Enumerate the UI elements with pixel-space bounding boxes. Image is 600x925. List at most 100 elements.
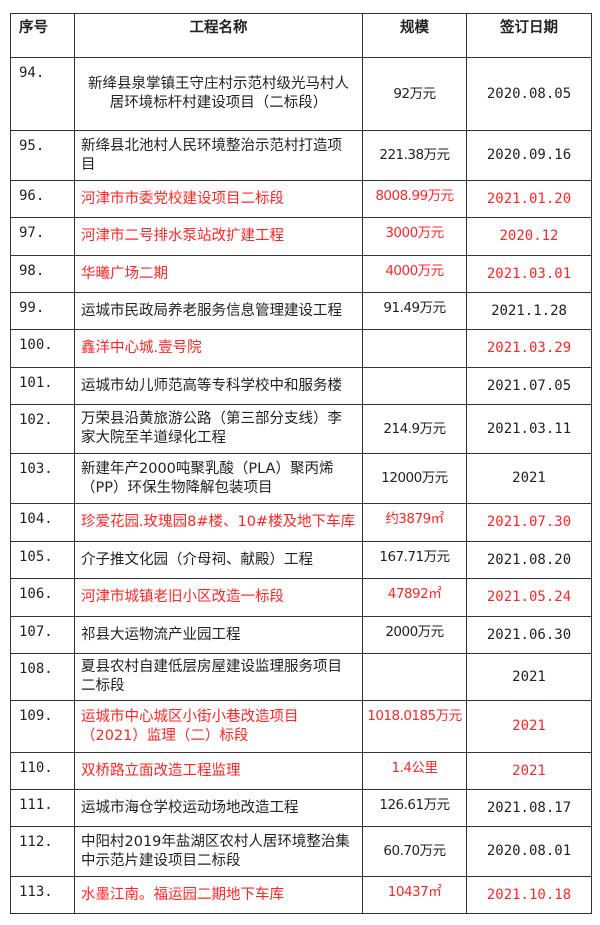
row-name: 祁县大运物流产业园工程 [74,616,363,654]
table-row: 108. 夏县农村自建低层房屋建设监理服务项目二标段 2021 [10,653,592,701]
row-seq: 102. [10,404,75,454]
table-row: 113. 水墨江南。福运园二期地下车库 10437㎡ 2021.10.18 [10,876,592,914]
row-name: 运城市民政局养老服务信息管理建设工程 [74,292,363,330]
row-date: 2021.05.24 [466,578,592,617]
row-name: 夏县农村自建低层房屋建设监理服务项目二标段 [74,653,363,701]
row-date: 2020.09.16 [466,130,592,181]
table-row: 101. 运城市幼儿师范高等专科学校中和服务楼 2021.07.05 [10,367,592,405]
table-row: 98. 华曦广场二期 4000万元 2021.03.01 [10,255,592,293]
table-row: 94. 新绛县泉掌镇王守庄村示范村级光马村人居环境标杆村建设项目（二标段） 92万元… [10,57,592,131]
row-seq: 112. [10,826,75,877]
row-scale: 1018.0185万元 [362,700,467,753]
table-row: 102. 万荣县沿黄旅游公路（第三部分支线）李家大院至羊道绿化工程 214.9万元 2… [10,404,592,454]
table-row: 110. 双桥路立面改造工程监理 1.4公里 2021 [10,752,592,790]
row-seq: 104. [10,503,75,542]
row-date: 2021.03.01 [466,255,592,293]
row-date: 2021 [466,453,592,504]
row-name: 新绛县北池村人民环境整治示范村打造项目 [74,130,363,181]
row-name: 中阳村2019年盐湖区农村人居环境整治集中示范片建设项目二标段 [74,826,363,877]
row-scale: 92万元 [362,57,467,131]
row-scale [362,653,467,701]
row-name: 河津市二号排水泵站改扩建工程 [74,217,363,256]
row-scale [362,367,467,405]
row-date: 2021.08.17 [466,789,592,827]
row-seq: 103. [10,453,75,504]
row-name: 运城市海仓学校运动场地改造工程 [74,789,363,827]
header-seq: 序号 [10,13,75,58]
row-seq: 98. [10,255,75,293]
row-date: 2020.08.01 [466,826,592,877]
row-name: 河津市城镇老旧小区改造一标段 [74,578,363,617]
row-seq: 96. [10,180,75,218]
table-row: 107. 祁县大运物流产业园工程 2000万元 2021.06.30 [10,616,592,654]
row-date: 2020.08.05 [466,57,592,131]
row-date: 2021.10.18 [466,876,592,914]
row-name: 新绛县泉掌镇王守庄村示范村级光马村人居环境标杆村建设项目（二标段） [74,57,363,131]
row-date: 2021.07.05 [466,367,592,405]
row-seq: 100. [10,329,75,368]
header-date: 签订日期 [466,13,592,58]
row-scale: 47892㎡ [362,578,467,617]
row-scale: 91.49万元 [362,292,467,330]
row-seq: 111. [10,789,75,827]
table-row: 111. 运城市海仓学校运动场地改造工程 126.61万元 2021.08.17 [10,789,592,827]
row-scale: 约3879㎡ [362,503,467,542]
row-name: 新建年产2000吨聚乳酸（PLA）聚丙烯（PP）环保生物降解包装项目 [74,453,363,504]
table-row: 105. 介子推文化园（介母祠、献殿）工程 167.71万元 2021.08.20 [10,541,592,579]
row-name: 华曦广场二期 [74,255,363,293]
row-name: 珍爱花园.玫瑰园8#楼、10#楼及地下车库 [74,503,363,542]
row-date: 2021 [466,653,592,701]
row-scale [362,329,467,368]
table-row: 112. 中阳村2019年盐湖区农村人居环境整治集中示范片建设项目二标段 60.70… [10,826,592,877]
row-seq: 99. [10,292,75,330]
row-seq: 101. [10,367,75,405]
row-name: 水墨江南。福运园二期地下车库 [74,876,363,914]
row-name: 双桥路立面改造工程监理 [74,752,363,790]
row-date: 2021.08.20 [466,541,592,579]
table-row: 95. 新绛县北池村人民环境整治示范村打造项目 221.38万元 2020.09.16 [10,130,592,181]
row-seq: 108. [10,653,75,701]
row-name: 万荣县沿黄旅游公路（第三部分支线）李家大院至羊道绿化工程 [74,404,363,454]
row-date: 2021 [466,752,592,790]
header-name: 工程名称 [74,13,363,58]
row-date: 2021.1.28 [466,292,592,330]
row-name: 运城市幼儿师范高等专科学校中和服务楼 [74,367,363,405]
table-row: 104. 珍爱花园.玫瑰园8#楼、10#楼及地下车库 约3879㎡ 2021.07.3… [10,503,592,542]
row-scale: 4000万元 [362,255,467,293]
row-scale: 10437㎡ [362,876,467,914]
table-row: 100. 鑫洋中心城.壹号院 2021.03.29 [10,329,592,368]
table-row: 96. 河津市市委党校建设项目二标段 8008.99万元 2021.01.20 [10,180,592,218]
row-scale: 12000万元 [362,453,467,504]
row-seq: 97. [10,217,75,256]
row-name: 河津市市委党校建设项目二标段 [74,180,363,218]
table-header-row: 序号 工程名称 规模 签订日期 [10,13,592,58]
table-row: 97. 河津市二号排水泵站改扩建工程 3000万元 2020.12 [10,217,592,256]
row-scale: 2000万元 [362,616,467,654]
row-seq: 113. [10,876,75,914]
row-scale: 1.4公里 [362,752,467,790]
row-date: 2021.07.30 [466,503,592,542]
row-date: 2021.01.20 [466,180,592,218]
row-scale: 214.9万元 [362,404,467,454]
row-seq: 106. [10,578,75,617]
table-row: 103. 新建年产2000吨聚乳酸（PLA）聚丙烯（PP）环保生物降解包装项目 12… [10,453,592,504]
row-scale: 167.71万元 [362,541,467,579]
row-seq: 94. [10,57,75,131]
header-scale: 规模 [362,13,467,58]
row-seq: 105. [10,541,75,579]
row-seq: 95. [10,130,75,181]
row-date: 2021.06.30 [466,616,592,654]
row-name: 运城市中心城区小街小巷改造项目（2021）监理（二）标段 [74,700,363,753]
row-seq: 107. [10,616,75,654]
row-scale: 221.38万元 [362,130,467,181]
row-scale: 3000万元 [362,217,467,256]
table-row: 109. 运城市中心城区小街小巷改造项目（2021）监理（二）标段 1018.018… [10,700,592,753]
table-row: 99. 运城市民政局养老服务信息管理建设工程 91.49万元 2021.1.28 [10,292,592,330]
row-seq: 109. [10,700,75,753]
row-date: 2021.03.11 [466,404,592,454]
row-name: 介子推文化园（介母祠、献殿）工程 [74,541,363,579]
row-date: 2020.12 [466,217,592,256]
table-row: 106. 河津市城镇老旧小区改造一标段 47892㎡ 2021.05.24 [10,578,592,617]
project-table: 序号 工程名称 规模 签订日期 94. 新绛县泉掌镇王守庄村示范村级光马村人居环境… [10,13,592,914]
row-seq: 110. [10,752,75,790]
